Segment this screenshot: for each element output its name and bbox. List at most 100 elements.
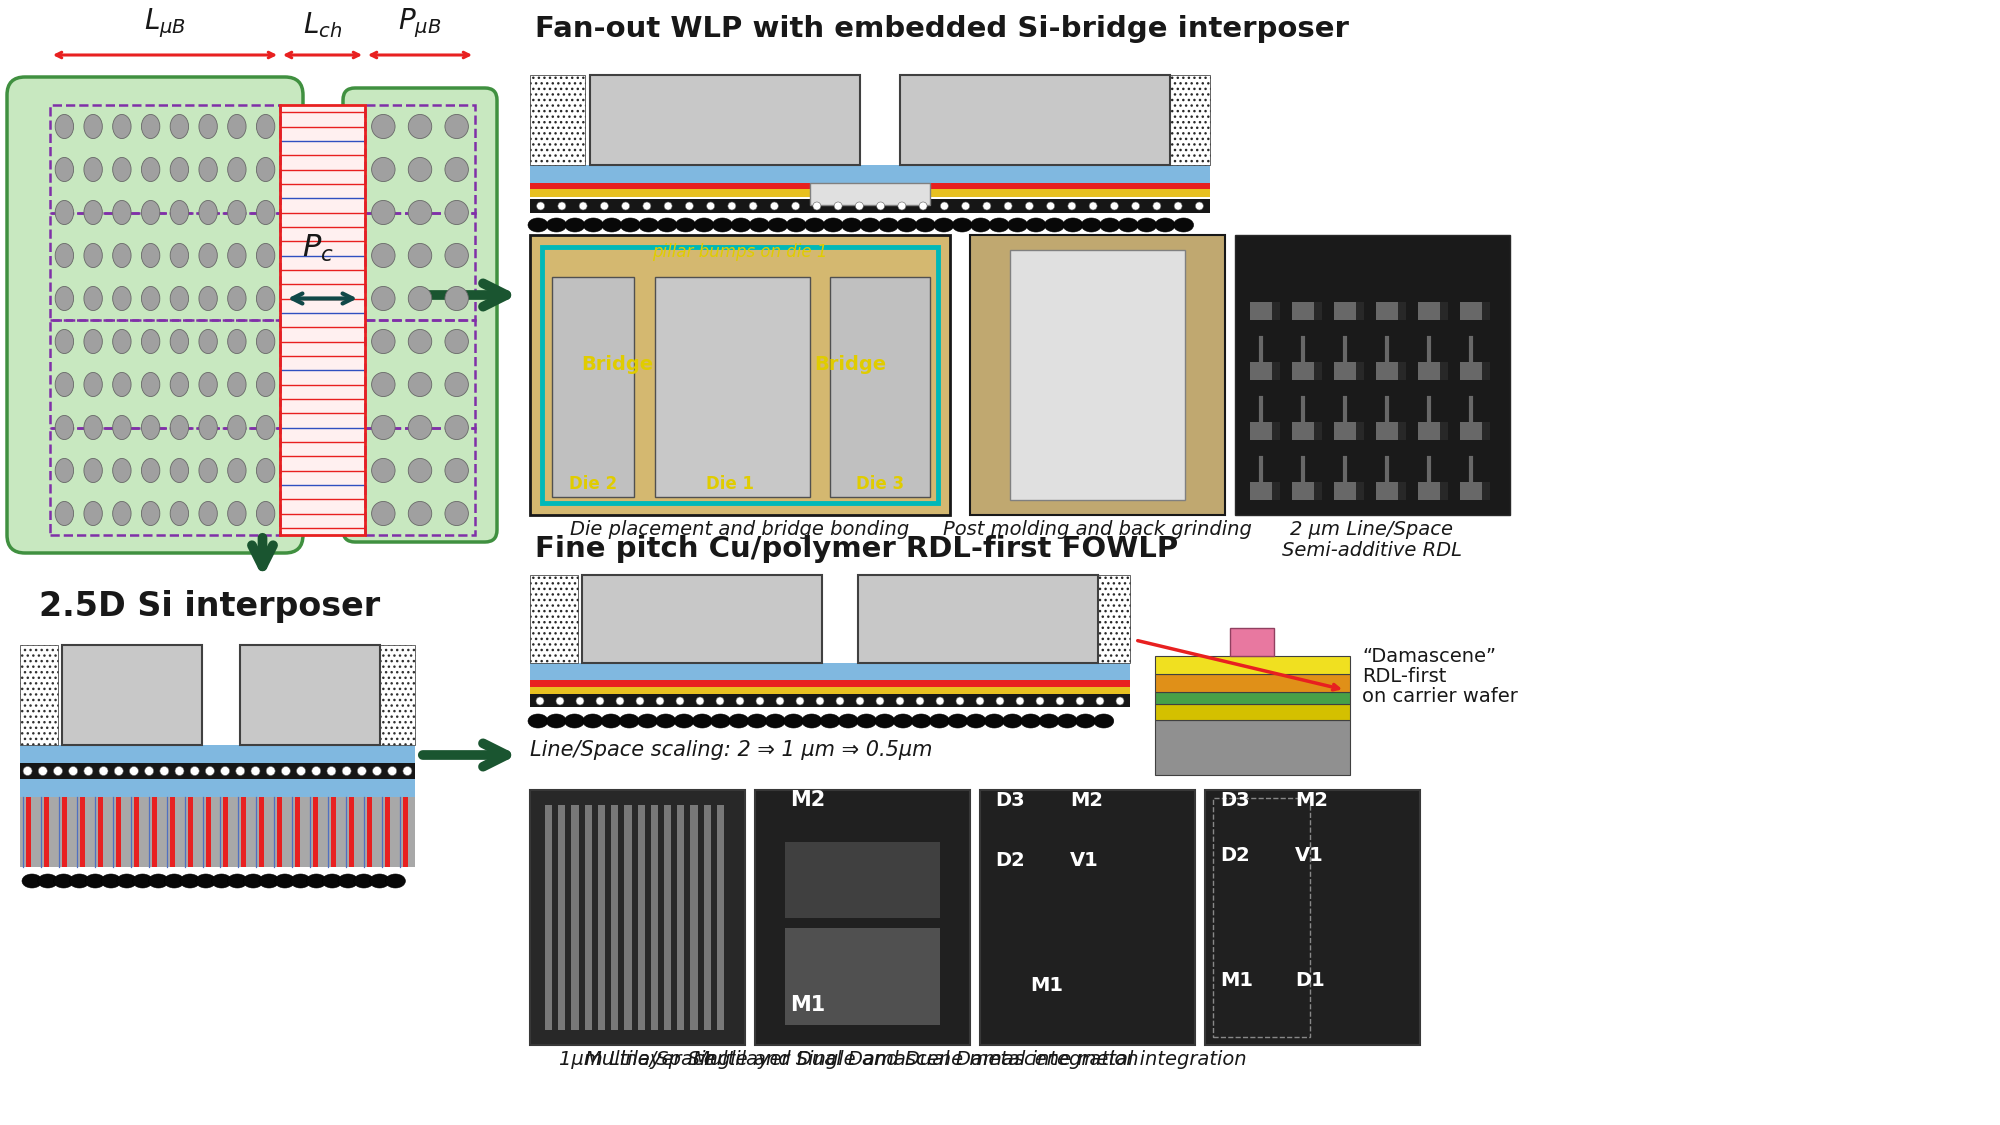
Ellipse shape (170, 115, 188, 138)
Ellipse shape (990, 218, 1010, 232)
Ellipse shape (1016, 698, 1024, 705)
Text: Die 2: Die 2 (568, 475, 618, 493)
Bar (50, 319, 280, 428)
Ellipse shape (546, 218, 566, 232)
Ellipse shape (1152, 202, 1160, 210)
Ellipse shape (444, 459, 468, 483)
Bar (1292, 422, 1314, 440)
Ellipse shape (1020, 714, 1040, 728)
Bar (530, 235, 950, 515)
Ellipse shape (444, 502, 468, 525)
Ellipse shape (212, 874, 232, 888)
Bar (1482, 362, 1490, 380)
Bar (364, 105, 476, 213)
Ellipse shape (228, 459, 246, 483)
Ellipse shape (114, 766, 124, 775)
Ellipse shape (256, 330, 274, 353)
Ellipse shape (56, 415, 74, 440)
Ellipse shape (160, 766, 168, 775)
Bar (656, 277, 810, 497)
Ellipse shape (1002, 714, 1022, 728)
Ellipse shape (142, 243, 160, 268)
Bar (224, 796, 228, 867)
Ellipse shape (766, 714, 786, 728)
Bar (20, 778, 416, 796)
Ellipse shape (916, 698, 924, 705)
Bar (590, 75, 860, 165)
Bar (1212, 798, 1310, 1037)
Ellipse shape (1174, 218, 1194, 232)
Bar (314, 796, 318, 867)
Ellipse shape (408, 502, 432, 525)
Ellipse shape (1136, 218, 1156, 232)
Ellipse shape (616, 698, 624, 705)
Ellipse shape (112, 158, 132, 181)
Ellipse shape (876, 202, 884, 210)
Ellipse shape (976, 698, 984, 705)
Ellipse shape (256, 459, 274, 483)
Ellipse shape (934, 218, 954, 232)
Text: Fine pitch Cu/polymer RDL-first FOWLP: Fine pitch Cu/polymer RDL-first FOWLP (536, 536, 1178, 562)
Ellipse shape (56, 372, 74, 396)
Bar (1334, 422, 1356, 440)
Ellipse shape (408, 330, 432, 353)
Ellipse shape (636, 698, 644, 705)
Bar (530, 790, 744, 1045)
Ellipse shape (952, 218, 972, 232)
Bar (364, 213, 476, 320)
Ellipse shape (528, 714, 548, 728)
Ellipse shape (1174, 202, 1182, 210)
Ellipse shape (856, 714, 876, 728)
Ellipse shape (1026, 202, 1034, 210)
Ellipse shape (84, 502, 102, 525)
Ellipse shape (306, 874, 326, 888)
Ellipse shape (408, 158, 432, 181)
Text: Line/Space scaling: 2 ⇒ 1 μm ⇒ 0.5μm: Line/Space scaling: 2 ⇒ 1 μm ⇒ 0.5μm (530, 740, 932, 760)
Text: Multilayer Single and Dual Damascene metal integration: Multilayer Single and Dual Damascene met… (586, 1050, 1138, 1069)
Bar (50, 428, 280, 536)
Ellipse shape (984, 714, 1004, 728)
Ellipse shape (84, 287, 102, 310)
Bar (612, 806, 618, 1030)
Ellipse shape (444, 287, 468, 310)
Bar (332, 796, 336, 867)
Bar (530, 575, 578, 663)
Ellipse shape (444, 158, 468, 181)
Ellipse shape (546, 714, 566, 728)
Ellipse shape (38, 766, 48, 775)
Ellipse shape (282, 766, 290, 775)
Text: on carrier wafer: on carrier wafer (1362, 687, 1518, 706)
Bar (1272, 422, 1280, 440)
Text: Die 3: Die 3 (856, 475, 904, 493)
Ellipse shape (834, 202, 842, 210)
Ellipse shape (56, 158, 74, 181)
Ellipse shape (256, 287, 274, 310)
Ellipse shape (112, 330, 132, 353)
Ellipse shape (408, 243, 432, 268)
Bar (50, 213, 280, 320)
Ellipse shape (1076, 698, 1084, 705)
Bar (582, 575, 822, 663)
Bar (530, 680, 1130, 694)
Bar (20, 763, 416, 778)
Ellipse shape (408, 200, 432, 225)
Ellipse shape (444, 372, 468, 396)
Ellipse shape (728, 714, 748, 728)
Text: M2: M2 (1296, 791, 1328, 810)
Ellipse shape (132, 874, 152, 888)
Bar (830, 277, 930, 497)
Text: D2: D2 (1220, 846, 1250, 865)
Ellipse shape (896, 218, 916, 232)
Ellipse shape (170, 415, 188, 440)
Ellipse shape (112, 502, 132, 525)
Bar (26, 796, 30, 867)
Ellipse shape (170, 459, 188, 483)
Ellipse shape (856, 202, 864, 210)
Ellipse shape (256, 415, 274, 440)
Bar (1156, 674, 1350, 692)
Ellipse shape (170, 330, 188, 353)
Ellipse shape (228, 502, 246, 525)
Bar (650, 806, 658, 1030)
Ellipse shape (84, 200, 102, 225)
Ellipse shape (1132, 202, 1140, 210)
